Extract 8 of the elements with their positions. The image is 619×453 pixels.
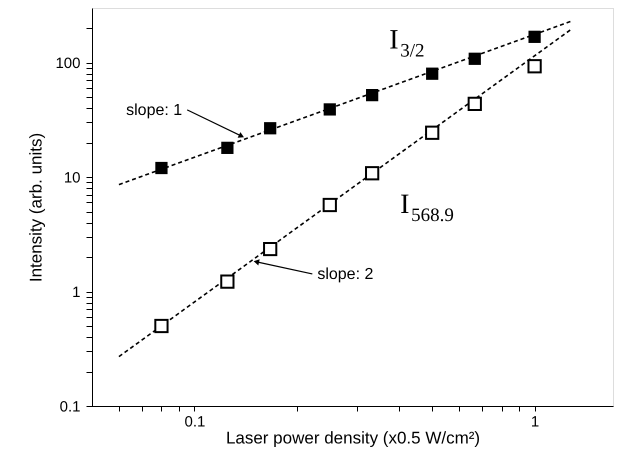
annotation: slope: 1 bbox=[126, 102, 182, 119]
y-tick-label: 0.1 bbox=[60, 398, 80, 416]
annotation: slope: 2 bbox=[317, 266, 374, 283]
y-axis-title: Intensity (arb. units) bbox=[26, 132, 46, 282]
x-axis-title: Laser power density (x0.5 W/cm²) bbox=[226, 428, 480, 448]
y-tick-label: 10 bbox=[64, 170, 80, 187]
y-tick-label: 100 bbox=[55, 55, 80, 72]
y-tick-label: 1 bbox=[72, 284, 80, 302]
